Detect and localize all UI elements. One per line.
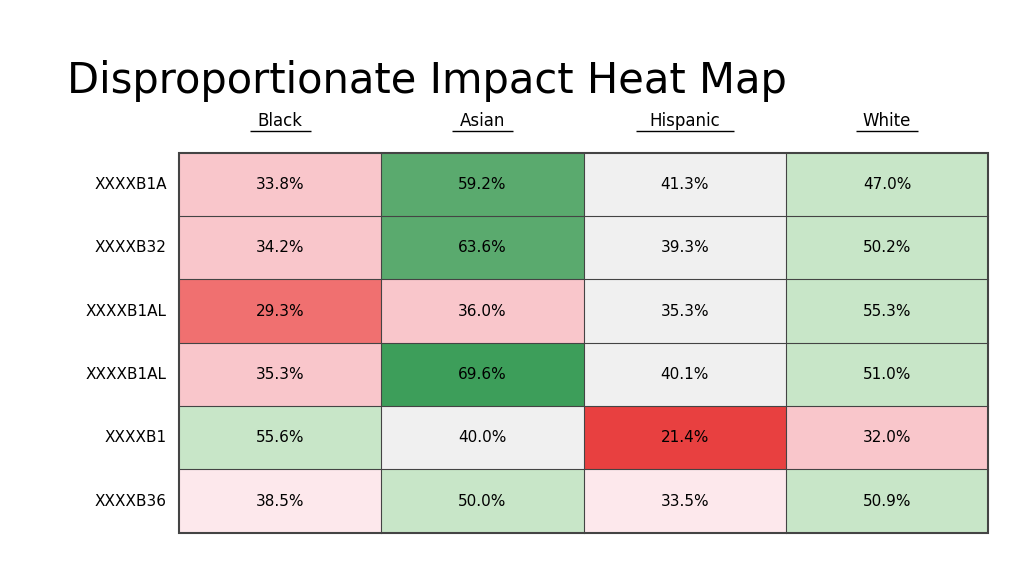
Text: 51.0%: 51.0% xyxy=(863,367,911,382)
Text: 34.2%: 34.2% xyxy=(256,240,304,255)
Bar xyxy=(584,406,786,469)
Text: 39.3%: 39.3% xyxy=(660,240,710,255)
Bar xyxy=(584,216,786,279)
Bar xyxy=(786,406,988,469)
Text: 36.0%: 36.0% xyxy=(459,304,507,319)
Bar xyxy=(584,153,786,216)
Text: White: White xyxy=(863,112,911,130)
Bar xyxy=(786,343,988,406)
Text: XXXXB1A: XXXXB1A xyxy=(94,177,167,192)
Text: Black: Black xyxy=(258,112,303,130)
Text: 29.3%: 29.3% xyxy=(256,304,304,319)
Bar xyxy=(584,279,786,343)
Text: 63.6%: 63.6% xyxy=(458,240,507,255)
Text: 55.6%: 55.6% xyxy=(256,430,304,445)
Bar xyxy=(584,469,786,533)
Bar xyxy=(381,279,584,343)
Bar xyxy=(179,153,381,216)
Bar xyxy=(179,216,381,279)
Bar xyxy=(381,469,584,533)
Bar xyxy=(179,279,381,343)
Text: 40.0%: 40.0% xyxy=(459,430,507,445)
Bar xyxy=(786,216,988,279)
Text: Asian: Asian xyxy=(460,112,505,130)
Bar xyxy=(179,406,381,469)
Bar xyxy=(381,343,584,406)
Text: 35.3%: 35.3% xyxy=(660,304,709,319)
Bar xyxy=(381,153,584,216)
Bar xyxy=(381,406,584,469)
Text: 32.0%: 32.0% xyxy=(863,430,911,445)
Text: 59.2%: 59.2% xyxy=(459,177,507,192)
Text: 50.2%: 50.2% xyxy=(863,240,911,255)
Text: 50.0%: 50.0% xyxy=(459,494,507,509)
Text: 33.8%: 33.8% xyxy=(256,177,304,192)
Text: 41.3%: 41.3% xyxy=(660,177,709,192)
Text: XXXXB1: XXXXB1 xyxy=(104,430,167,445)
Text: 21.4%: 21.4% xyxy=(660,430,709,445)
Text: XXXXB32: XXXXB32 xyxy=(95,240,167,255)
Bar xyxy=(584,343,786,406)
Text: 40.1%: 40.1% xyxy=(660,367,709,382)
Text: XXXXB36: XXXXB36 xyxy=(95,494,167,509)
Bar xyxy=(179,343,381,406)
Text: Disproportionate Impact Heat Map: Disproportionate Impact Heat Map xyxy=(67,60,786,103)
Text: 38.5%: 38.5% xyxy=(256,494,304,509)
Text: 50.9%: 50.9% xyxy=(863,494,911,509)
Bar xyxy=(179,153,988,533)
Text: 33.5%: 33.5% xyxy=(660,494,709,509)
Text: 47.0%: 47.0% xyxy=(863,177,911,192)
Text: XXXXB1AL: XXXXB1AL xyxy=(86,304,167,319)
Text: 69.6%: 69.6% xyxy=(458,367,507,382)
Bar xyxy=(381,216,584,279)
Bar xyxy=(786,469,988,533)
Text: Hispanic: Hispanic xyxy=(649,112,720,130)
Bar xyxy=(786,279,988,343)
Bar xyxy=(786,153,988,216)
Bar xyxy=(179,469,381,533)
Text: XXXXB1AL: XXXXB1AL xyxy=(86,367,167,382)
Text: 35.3%: 35.3% xyxy=(256,367,304,382)
Text: 55.3%: 55.3% xyxy=(863,304,911,319)
